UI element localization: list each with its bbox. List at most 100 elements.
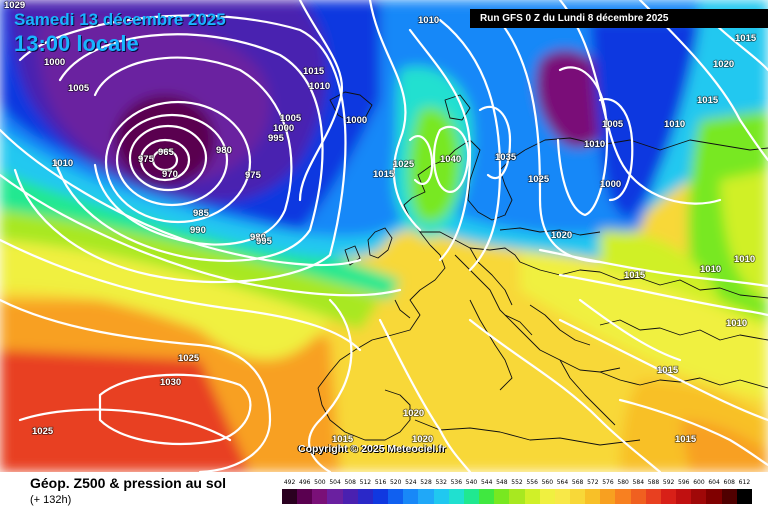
colorbar	[282, 489, 752, 504]
colorbar-tick-label: 544	[480, 479, 493, 486]
colorbar-swatch	[676, 489, 692, 504]
colorbar-tick-label: 604	[708, 479, 720, 486]
colorbar-swatch	[282, 489, 298, 504]
isobar-label: 1015	[332, 434, 354, 445]
isobars	[0, 0, 768, 472]
colorbar-swatch	[479, 489, 495, 504]
colorbar-tick-label: 532	[435, 479, 447, 486]
isobar-label: 1005	[602, 119, 624, 130]
colorbar-swatch	[615, 489, 631, 504]
colorbar-swatch	[297, 489, 313, 504]
isobar-label: 990	[190, 225, 206, 236]
isobar-label: 1020	[403, 408, 424, 419]
isobar-label: 1015	[657, 365, 679, 376]
isobar-label: 1029	[4, 0, 25, 11]
colorbar-swatch	[448, 489, 464, 504]
colorbar-swatch	[554, 489, 570, 504]
colorbar-tick-label: 520	[389, 479, 402, 486]
isobar-label: 975	[245, 170, 262, 181]
colorbar-swatch	[403, 489, 419, 504]
colorbar-tick-label: 568	[571, 479, 584, 486]
isobar-label: 965	[158, 147, 175, 158]
isobar-label: 1020	[551, 230, 572, 241]
isobar-label: 1005	[280, 113, 302, 124]
isobar-label: 975	[138, 154, 155, 165]
colorbar-tick-label: 508	[344, 479, 356, 486]
colorbar-tick-label: 576	[602, 479, 614, 486]
copyright-notice: Copyright © 2025 Meteociel.fr	[298, 443, 446, 455]
isobar-label: 1030	[160, 377, 181, 388]
colorbar-tick-label: 528	[420, 479, 432, 486]
colorbar-tick-label: 552	[511, 479, 523, 486]
forecast-time: 13:00 locale	[14, 31, 139, 56]
colorbar-swatch	[463, 489, 480, 504]
isobar-label: 1005	[68, 83, 90, 94]
colorbar-swatch	[342, 489, 358, 504]
isobar-label: 1040	[440, 154, 461, 165]
colorbar-tick-label: 608	[723, 479, 735, 486]
isobar-label: 1020	[713, 59, 734, 70]
colorbar-swatch	[327, 489, 343, 504]
isobar-label: 1000	[346, 115, 367, 126]
colorbar-tick-label: 564	[556, 479, 569, 486]
isobar-label: 980	[250, 232, 266, 243]
colorbar-swatch	[630, 489, 646, 504]
colorbar-tick-label: 512	[359, 479, 372, 486]
colorbar-tick-label: 500	[314, 479, 326, 486]
isobar-label: 1010	[700, 264, 721, 275]
colorbar-swatch	[736, 489, 752, 504]
colorbar-swatch	[585, 489, 601, 504]
colorbar-swatch	[721, 489, 737, 504]
colorbar-swatch	[524, 489, 540, 504]
weather-map: 1029 1000 1005 1010 975 965 970 980 975 …	[0, 0, 768, 472]
isobar-label: 1010	[664, 119, 685, 130]
colorbar-swatch	[539, 489, 555, 504]
colorbar-swatch	[494, 489, 510, 504]
isobar-label: 1000	[44, 57, 65, 68]
colorbar-swatch	[691, 489, 707, 504]
colorbar-tick-label: 572	[587, 479, 599, 486]
colorbar-swatch	[418, 489, 434, 504]
isobar-label: 1000	[600, 179, 621, 190]
isobar-label: 1020	[412, 434, 433, 445]
colorbar-tick-label: 560	[541, 479, 554, 486]
colorbar-swatch	[388, 489, 404, 504]
legend-footer: Géop. Z500 & pression au sol (+ 132h) 49…	[0, 472, 768, 512]
colorbar-tick-label: 580	[617, 479, 629, 486]
colorbar-tick-label: 536	[450, 479, 463, 486]
run-info-banner: Run GFS 0 Z du Lundi 8 décembre 2025	[470, 9, 768, 28]
isobar-label: 1010	[584, 139, 605, 150]
isobar-label: 1010	[418, 15, 439, 26]
colorbar-tick-label: 556	[526, 479, 538, 486]
colorbar-swatch	[645, 489, 661, 504]
colorbar-tick-label: 496	[299, 479, 311, 486]
isobar-label: 1000	[273, 123, 294, 134]
isobar-label: 1025	[393, 159, 415, 170]
isobar-label: 995	[268, 133, 285, 144]
colorbar-swatch	[706, 489, 722, 504]
isobar-label: 1015	[373, 169, 395, 180]
coastlines	[317, 91, 768, 446]
colorbar-tick-label: 540	[465, 479, 478, 486]
isobar-label: 1015	[624, 270, 646, 281]
colorbar-swatch	[357, 489, 373, 504]
isobar-label: 1025	[528, 174, 550, 185]
colorbar-tick-label: 612	[738, 479, 751, 486]
isobar-label: 1010	[52, 158, 73, 169]
colorbar-tick-label: 516	[374, 479, 387, 486]
colorbar-tick-label: 548	[496, 479, 508, 486]
colorbar-swatch	[312, 489, 328, 504]
lead-time: (+ 132h)	[30, 494, 72, 506]
z500-color-field	[0, 0, 768, 472]
colorbar-tick-labels: 492 496 500 504 508 512 516 520 524 528 532 536 540 5…	[282, 479, 752, 489]
colorbar-swatch	[569, 489, 586, 504]
colorbar-tick-label: 504	[329, 479, 341, 486]
colorbar-swatch	[600, 489, 616, 504]
product-title: Géop. Z500 & pression au sol	[30, 475, 227, 491]
isobar-label: 980	[216, 145, 232, 156]
isobar-label: 1015	[303, 66, 325, 77]
colorbar-tick-label: 588	[647, 479, 660, 486]
isobar-label: 1025	[178, 353, 200, 364]
isobar-label: 985	[193, 208, 210, 219]
colorbar-swatch	[372, 489, 389, 504]
